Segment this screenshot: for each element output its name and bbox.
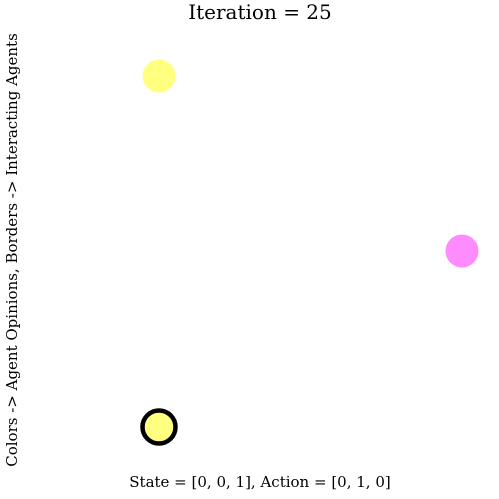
agent-right-magenta	[445, 234, 479, 268]
agent-top-yellow	[142, 59, 176, 93]
agent-bottom-yellow	[140, 408, 178, 446]
state-action-label: State = [0, 0, 1], Action = [0, 1, 0]	[129, 473, 391, 491]
plot-title: Iteration = 25	[188, 0, 332, 24]
